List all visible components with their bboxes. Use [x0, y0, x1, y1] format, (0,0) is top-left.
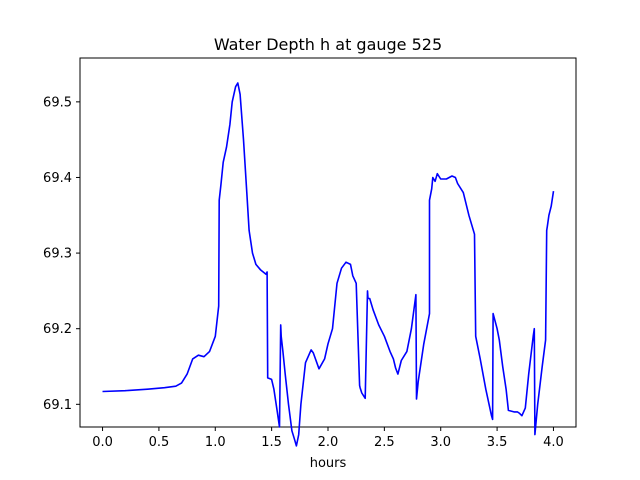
x-tick-label: 4.0 [543, 435, 564, 450]
x-axis-ticks: 0.0 0.5 1.0 1.5 2.0 2.5 3.0 3.5 4.0 [92, 427, 564, 450]
x-tick-label: 2.5 [374, 435, 395, 450]
y-tick-label: 69.2 [43, 322, 72, 337]
x-tick-label: 0.5 [149, 435, 170, 450]
x-tick-label: 1.5 [261, 435, 282, 450]
y-tick-label: 69.4 [43, 171, 72, 186]
x-axis-label: hours [310, 456, 347, 471]
x-tick-label: 3.5 [487, 435, 508, 450]
x-tick-label: 1.0 [205, 435, 226, 450]
x-tick-label: 0.0 [92, 435, 113, 450]
plot-area: 0.0 0.5 1.0 1.5 2.0 2.5 3.0 3.5 4.0 69.1 69.2 69.3… [43, 57, 577, 450]
y-axis-ticks: 69.1 69.2 69.3 69.4 69.5 [43, 95, 80, 413]
y-tick-label: 69.1 [43, 398, 72, 413]
x-tick-label: 3.0 [430, 435, 451, 450]
series-layer [102, 82, 555, 447]
series-line-0 [102, 82, 555, 447]
y-tick-label: 69.5 [43, 95, 72, 110]
y-tick-label: 69.3 [43, 247, 72, 262]
axes-frame [79, 57, 577, 428]
chart-title: Water Depth h at gauge 525 [214, 35, 442, 54]
x-tick-label: 2.0 [318, 435, 339, 450]
